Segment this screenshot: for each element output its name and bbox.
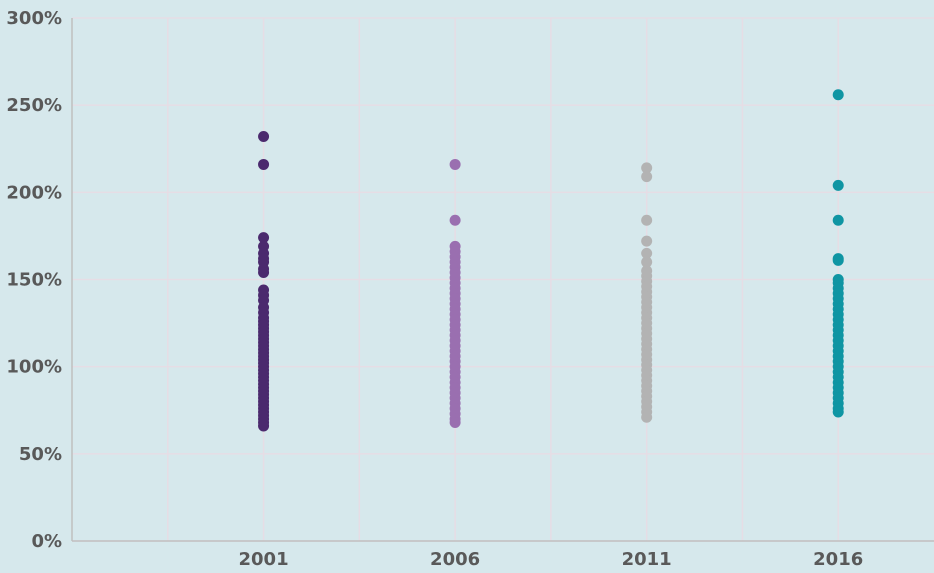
x-tick-label: 2016 <box>813 549 863 570</box>
dot <box>258 158 270 170</box>
dot <box>641 214 653 226</box>
y-tick-label: 0% <box>31 531 62 552</box>
dot <box>258 420 270 432</box>
x-tick-label: 2006 <box>430 549 480 570</box>
dot <box>258 131 270 143</box>
y-tick-label: 300% <box>6 8 62 29</box>
dot <box>258 232 270 244</box>
dot <box>641 162 653 174</box>
y-tick-label: 150% <box>6 270 62 291</box>
dot <box>449 416 461 428</box>
x-tick-label: 2011 <box>622 549 672 570</box>
dot <box>832 406 844 418</box>
x-tick-label: 2001 <box>239 549 289 570</box>
dot <box>832 89 844 101</box>
dot <box>832 254 844 266</box>
y-tick-label: 200% <box>6 182 62 203</box>
y-tick-label: 50% <box>19 444 62 465</box>
dot <box>641 171 653 183</box>
dot <box>832 214 844 226</box>
y-tick-label: 250% <box>6 95 62 116</box>
dot <box>641 411 653 423</box>
dot <box>449 158 461 170</box>
dot <box>641 256 653 268</box>
y-tick-label: 100% <box>6 357 62 378</box>
dot <box>258 267 270 279</box>
dot <box>449 214 461 226</box>
dot <box>832 179 844 191</box>
dot <box>641 247 653 259</box>
dot <box>641 235 653 247</box>
